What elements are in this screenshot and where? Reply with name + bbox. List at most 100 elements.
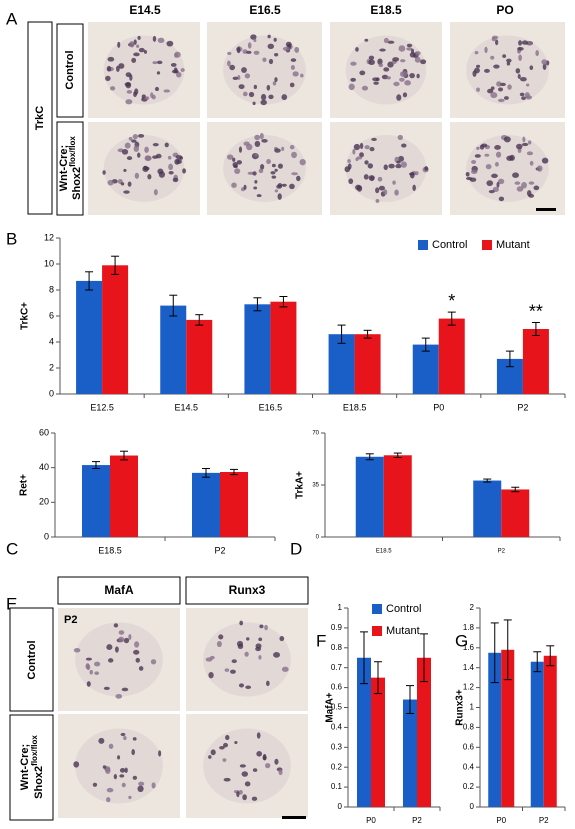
x-tick-label: P2 — [214, 545, 225, 555]
cell — [387, 61, 394, 68]
cell — [368, 55, 375, 60]
cell — [369, 146, 375, 152]
cell — [106, 644, 113, 651]
cell — [424, 166, 429, 171]
cell — [107, 56, 115, 62]
row-label: Control — [64, 50, 76, 89]
cell — [105, 75, 111, 82]
cell — [117, 41, 121, 48]
significance: ** — [529, 301, 543, 321]
cell — [268, 94, 274, 100]
y-tick-label: 0.6 — [331, 683, 343, 692]
cell — [114, 646, 119, 653]
row-box — [9, 607, 54, 712]
y-tick-label: 2 — [470, 603, 475, 612]
y-tick-label: 0.5 — [331, 703, 343, 712]
cell — [517, 73, 521, 80]
error-bar — [120, 450, 128, 461]
bar — [82, 465, 110, 537]
cell — [238, 789, 243, 795]
error-bar — [337, 324, 346, 344]
cell — [124, 767, 128, 773]
cell — [131, 57, 137, 63]
cell — [503, 136, 511, 143]
y-tick-label: 0 — [470, 802, 475, 811]
cell — [379, 48, 386, 52]
cell — [144, 146, 149, 153]
cell — [123, 190, 130, 194]
cell — [260, 93, 267, 101]
cell — [503, 96, 509, 100]
cell — [236, 160, 242, 165]
cell — [383, 189, 388, 195]
error-bar — [511, 486, 520, 493]
x-tick-label: P0 — [433, 402, 444, 412]
column-header: E16.5 — [249, 3, 281, 17]
cell — [242, 794, 247, 801]
cell — [264, 624, 268, 631]
y-axis-label: Ret+ — [19, 474, 30, 496]
cell — [268, 58, 274, 65]
cell — [126, 156, 133, 161]
cell — [289, 145, 295, 150]
cell — [497, 87, 504, 92]
cell — [135, 657, 141, 663]
cell — [500, 82, 506, 87]
cell — [255, 646, 262, 652]
cell — [474, 50, 479, 55]
error-bar — [374, 661, 382, 695]
cell — [406, 43, 413, 48]
cell — [121, 782, 126, 788]
tissue — [75, 728, 163, 804]
bar — [412, 344, 439, 394]
cell — [525, 95, 533, 100]
bar — [501, 489, 530, 537]
error-bar — [85, 271, 94, 291]
legend-label: Control — [386, 603, 421, 615]
cell — [144, 96, 150, 100]
cell — [294, 46, 300, 53]
legend-label: Mutant — [386, 625, 420, 637]
cell — [356, 156, 363, 160]
panel-letter: F — [316, 631, 326, 650]
cell — [394, 189, 399, 196]
cell — [156, 71, 161, 75]
cell — [395, 163, 402, 169]
bar — [186, 319, 213, 394]
bar — [438, 318, 465, 394]
tissue — [203, 622, 291, 697]
y-tick-label: 10 — [44, 258, 54, 268]
cell — [367, 163, 374, 169]
cell — [226, 154, 234, 160]
cell — [142, 165, 149, 172]
y-tick-label: 1.6 — [463, 643, 475, 652]
superscript: flox/flox — [68, 136, 77, 167]
cell — [375, 198, 380, 203]
cell — [252, 768, 258, 772]
cell — [93, 661, 101, 667]
cell — [484, 68, 490, 73]
panel-letter: B — [6, 229, 17, 248]
cell — [402, 71, 408, 77]
y-tick-label: 6 — [49, 310, 54, 320]
cell — [121, 687, 129, 692]
cell — [118, 636, 125, 643]
cell — [526, 83, 530, 87]
cell — [383, 67, 390, 72]
cell — [138, 781, 145, 786]
cell — [474, 154, 481, 158]
cell — [274, 758, 279, 765]
cell — [291, 172, 298, 176]
cell — [147, 174, 152, 180]
y-axis-label: TrkA+ — [295, 471, 306, 499]
cell — [272, 81, 277, 86]
cell — [490, 92, 498, 99]
cell — [223, 742, 229, 748]
cell — [238, 84, 245, 90]
cell — [225, 735, 230, 741]
bar — [110, 455, 138, 537]
error-bar — [279, 296, 288, 308]
cell — [127, 181, 132, 187]
bar — [102, 265, 129, 394]
bar — [403, 699, 417, 807]
